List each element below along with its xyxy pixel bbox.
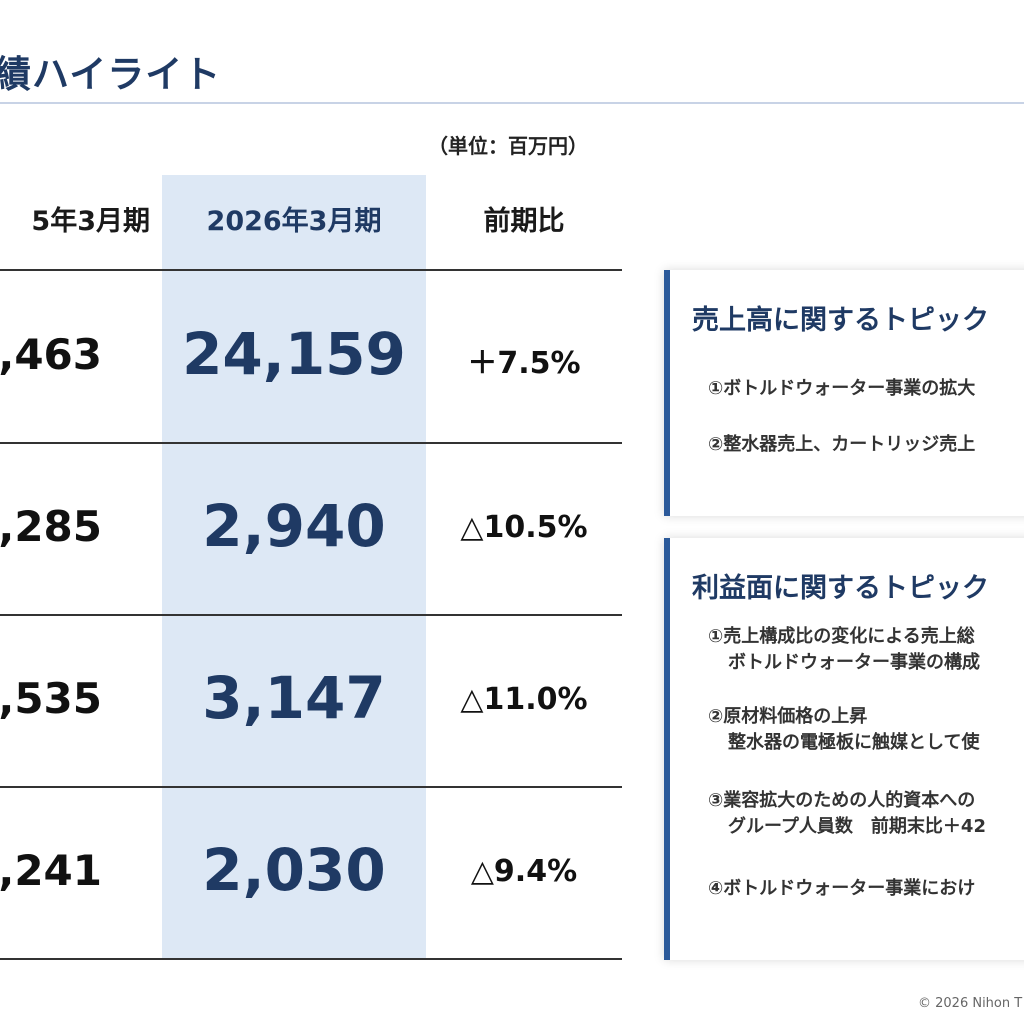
unit-label: （単位：百万円）	[428, 134, 588, 158]
profit-topic-item: ②原材料価格の上昇 整水器の電極板に触媒として使	[708, 704, 979, 756]
profit-topic-item: ④ボトルドウォーター事業におけ	[708, 878, 976, 899]
row3-yoy-value: △11.0%	[460, 682, 588, 717]
row1-current-value: 24,159	[182, 320, 406, 388]
row4-previous-value: ,241	[0, 846, 102, 895]
table-divider	[0, 614, 622, 616]
sales-topics-box: 売上高に関するトピック ①ボトルドウォーター事業の拡大 ②整水器売上、カートリッ…	[664, 270, 1024, 516]
page-title: 績ハイライト	[0, 53, 222, 96]
table-divider	[0, 269, 622, 271]
profit-topic-item: ③業容拡大のための人的資本への グループ人員数 前期末比＋42	[708, 788, 986, 840]
table-divider	[0, 442, 622, 444]
row2-yoy-value: △10.5%	[460, 510, 588, 545]
row1-previous-value: 2,463	[0, 330, 102, 379]
header-current-period: 2026年3月期	[206, 206, 382, 237]
header-previous-period: 5年3月期	[31, 206, 150, 237]
current-period-highlight	[162, 175, 426, 959]
sales-topic-item: ②整水器売上、カートリッジ売上	[708, 434, 976, 455]
row2-current-value: 2,940	[202, 492, 386, 560]
profit-topic-subline: ボトルドウォーター事業の構成	[728, 652, 980, 673]
profit-topic-subline: グループ人員数 前期末比＋42	[728, 816, 986, 837]
profit-topics-box: 利益面に関するトピック ①売上構成比の変化による売上総 ボトルドウォーター事業の…	[664, 538, 1024, 960]
profit-topic-line: ③業容拡大のための人的資本への	[708, 790, 976, 811]
row3-previous-value: ,535	[0, 674, 102, 723]
profit-topics-title: 利益面に関するトピック	[692, 573, 989, 604]
row4-yoy-value: △9.4%	[470, 854, 578, 889]
sales-topic-item: ①ボトルドウォーター事業の拡大	[708, 378, 976, 399]
table-divider	[0, 786, 622, 788]
row4-current-value: 2,030	[202, 836, 386, 904]
profit-topic-subline: 整水器の電極板に触媒として使	[728, 732, 980, 753]
header-yoy: 前期比	[483, 206, 565, 237]
table-divider	[0, 958, 622, 960]
profit-topic-item: ①売上構成比の変化による売上総 ボトルドウォーター事業の構成	[708, 624, 980, 676]
title-divider	[0, 102, 1024, 104]
profit-topic-line: ①売上構成比の変化による売上総	[708, 626, 975, 647]
sales-topics-title: 売上高に関するトピック	[692, 305, 989, 336]
row3-current-value: 3,147	[202, 664, 386, 732]
row1-yoy-value: ＋7.5%	[467, 346, 581, 381]
profit-topic-line: ②原材料価格の上昇	[708, 706, 868, 727]
row2-previous-value: ,285	[0, 502, 102, 551]
copyright-footer: © 2026 Nihon T	[918, 996, 1023, 1011]
